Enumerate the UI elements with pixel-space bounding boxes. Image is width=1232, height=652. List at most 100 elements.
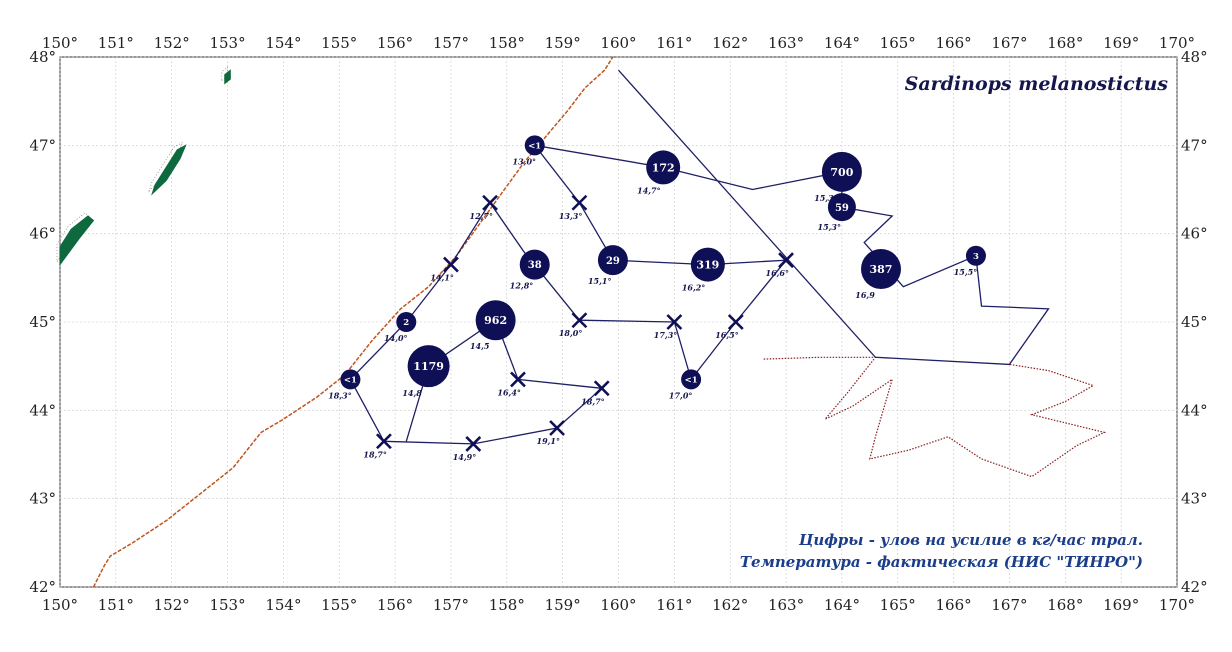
island-shape [151, 144, 187, 196]
lon-tick-label: 156° [377, 34, 413, 52]
graticule [59, 56, 1178, 588]
island-outline [221, 66, 228, 82]
catch-label: 2 [403, 318, 409, 328]
lon-tick-label: 160° [600, 34, 636, 52]
lon-tick-label: 163° [768, 596, 804, 614]
lon-tick-label: 169° [1103, 34, 1139, 52]
catch-circle [396, 312, 417, 332]
no-catch-cross [376, 433, 392, 450]
no-catch-cross [593, 380, 610, 397]
lon-tick-label: 166° [936, 596, 972, 614]
temperature-label: 14,0° [384, 333, 407, 343]
station: 700 15,3° [814, 151, 862, 203]
lon-tick-label: 165° [880, 596, 916, 614]
station: 29 15,1° [588, 245, 628, 286]
station: 3 15,5° [954, 245, 986, 277]
catch-circle [860, 249, 901, 289]
temperature-label: 15,5° [954, 267, 977, 277]
temperature-label: 15,1° [588, 276, 611, 286]
lon-tick-label: 150° [42, 596, 78, 614]
catch-circle [475, 300, 516, 341]
lon-tick-label: 157° [433, 34, 469, 52]
temperature-label: 16,6° [766, 268, 789, 278]
lon-tick-label: 159° [545, 596, 581, 614]
lat-tick-label: 44° [29, 401, 56, 419]
lat-tick-label: 46° [1181, 225, 1208, 243]
legend-line-2: Температура - фактическая (НИС "ТИНРО") [740, 553, 1143, 571]
catch-circle [690, 247, 725, 282]
station: 14,1° [430, 256, 459, 283]
temperature-label: 16,9 [855, 290, 875, 300]
catch-label: <1 [344, 375, 357, 385]
lon-tick-label: 167° [991, 34, 1027, 52]
station: 38 12,8° [510, 249, 550, 291]
station: <1 18,3° [328, 369, 361, 400]
lat-tick-label: 46° [29, 225, 56, 243]
station: 16,5° [715, 314, 744, 340]
lon-tick-label: 153° [209, 596, 245, 614]
catch-label: 319 [696, 259, 719, 272]
no-catch-cross [571, 312, 588, 329]
lon-tick-label: 163° [768, 34, 804, 52]
lon-tick-label: 168° [1047, 596, 1083, 614]
station: 16,4° [497, 371, 526, 397]
lat-tick-label: 45° [1181, 313, 1208, 331]
catch-circle [681, 369, 702, 390]
catch-circle [827, 193, 856, 222]
lat-tick-label: 42° [29, 578, 56, 596]
lon-tick-label: 162° [712, 34, 748, 52]
boundary-zone [763, 356, 1107, 478]
lon-tick-label: 170° [1159, 34, 1195, 52]
lat-tick-label: 42° [1181, 578, 1208, 596]
temperature-label: 12,8° [510, 281, 533, 291]
station: 387 16,9 [855, 249, 901, 300]
temperature-label: 18,7° [363, 449, 386, 459]
station: 319 16,2° [682, 247, 725, 293]
lon-tick-label: 156° [377, 596, 413, 614]
no-catch-cross [482, 194, 498, 211]
lon-tick-label: 155° [321, 596, 357, 614]
no-catch-cross [571, 194, 588, 211]
catch-label: 3 [973, 252, 979, 262]
temperature-label: 16,4° [497, 387, 520, 397]
temperature-label: 14,5 [470, 341, 490, 351]
temperature-label: 14,9° [453, 452, 476, 462]
stations: <113,0°17214,7°70015,3°5915,3°38716,9315… [328, 135, 986, 462]
lon-tick-label: 155° [321, 34, 357, 52]
legend-line-1: Цифры - улов на усилие в кг/час трал. [798, 531, 1143, 549]
temperature-label: 14,7° [637, 185, 660, 195]
catch-label: <1 [528, 141, 541, 151]
degree-labels: 150° 150° 151° 151° 152° 152° 153° 153° 154° 154°… [29, 34, 1207, 614]
catch-label: 172 [652, 161, 675, 174]
station: 1179 14,8 [402, 345, 450, 398]
no-catch-cross [549, 420, 565, 436]
catch-label: 29 [606, 256, 620, 267]
no-catch-cross [778, 252, 794, 269]
station: 14,9° [453, 435, 482, 462]
lon-tick-label: 152° [154, 34, 190, 52]
coastline [92, 56, 614, 588]
kuril-islands [56, 66, 231, 267]
temperature-label: 19,1° [537, 436, 560, 446]
no-catch-cross [443, 256, 459, 273]
catch-label: 59 [835, 203, 849, 214]
no-catch-cross [666, 314, 683, 330]
map-title: Sardinops melanostictus [905, 73, 1169, 95]
lon-tick-label: 158° [489, 596, 525, 614]
no-catch-cross [727, 314, 744, 330]
lon-tick-label: 162° [712, 596, 748, 614]
temperature-label: 12,7° [470, 211, 493, 221]
catch-label: <1 [685, 375, 698, 385]
catch-circle [597, 245, 628, 276]
catch-label: 700 [830, 166, 853, 179]
lon-tick-label: 158° [489, 34, 525, 52]
station: 2 14,0° [384, 312, 417, 343]
lon-tick-label: 151° [98, 596, 134, 614]
lon-tick-label: 161° [656, 596, 692, 614]
lon-tick-label: 152° [154, 596, 190, 614]
lon-tick-label: 154° [265, 34, 301, 52]
temperature-label: 13,3° [559, 211, 582, 221]
lat-tick-label: 45° [29, 313, 56, 331]
catch-label: 1179 [413, 360, 444, 373]
